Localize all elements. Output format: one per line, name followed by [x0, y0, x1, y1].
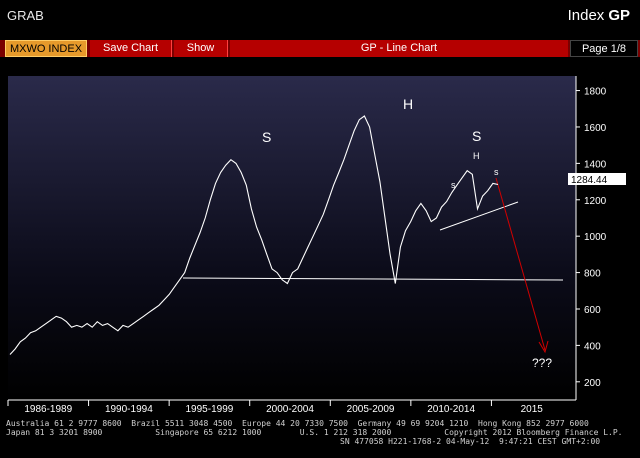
y-tick-label: 400	[584, 341, 601, 352]
plot-background	[8, 76, 576, 400]
x-period-label: 2010-2014	[427, 404, 475, 415]
y-tick-label: 1000	[584, 232, 607, 243]
toolbar: MXWO INDEX Save Chart Show GP - Line Cha…	[0, 40, 640, 57]
annotation-target: ???	[532, 356, 552, 370]
annotation-inner-head: H	[473, 151, 480, 161]
chart-area: 200 400 600 800 1000 1200 1400 1600 1800 1986-19…	[0, 62, 640, 418]
neckline	[182, 277, 564, 281]
y-tick-label: 200	[584, 378, 601, 389]
footer-phones-line: Australia 61 2 9777 8600 Brazil 5511 304…	[6, 419, 589, 428]
annotation-inner-left-shoulder: s	[451, 180, 456, 190]
y-tick-label: 600	[584, 305, 601, 316]
page-indicator[interactable]: Page 1/8	[570, 40, 638, 57]
x-period-label: 2015	[521, 404, 544, 415]
x-period-label: 1990-1994	[105, 404, 153, 415]
annotation-inner-right-shoulder: s	[494, 167, 499, 177]
x-period-label: 2005-2009	[347, 404, 395, 415]
x-period-label: 1986-1989	[24, 404, 72, 415]
y-tick-label: 1600	[584, 123, 607, 134]
y-tick-label: 1800	[584, 87, 607, 98]
x-period-label: 1995-1999	[186, 404, 234, 415]
security-type: Index	[567, 7, 605, 24]
annotation-head: H	[403, 96, 413, 112]
inner-neckline	[439, 201, 519, 231]
y-tick-label: 1200	[584, 196, 607, 207]
footer-session-line: SN 477058 H221-1768-2 04-May-12 9:47:21 …	[340, 437, 601, 446]
last-value-label: 1284.44	[571, 175, 608, 186]
function-code: GP	[608, 7, 630, 24]
last-value-badge: 1284.44	[568, 173, 626, 186]
y-tick-label: 1400	[584, 159, 607, 170]
grab-label: GRAB	[7, 8, 44, 23]
footer-copyright-line: Japan 81 3 3201 8900 Singapore 65 6212 1…	[6, 428, 623, 437]
y-tick-label: 800	[584, 269, 601, 280]
projection-arrow	[495, 177, 546, 351]
title-bar: GRAB Index GP	[0, 0, 640, 38]
annotation-right-shoulder: S	[472, 128, 481, 144]
footer: Australia 61 2 9777 8600 Brazil 5511 304…	[0, 418, 640, 458]
projection-arrowhead	[538, 340, 549, 354]
security-label: Index GP	[568, 7, 630, 24]
series-line	[9, 115, 499, 355]
ticker-field[interactable]: MXWO INDEX	[5, 40, 87, 57]
line-chart: 200 400 600 800 1000 1200 1400 1600 1800 1986-19…	[7, 76, 626, 415]
annotation-left-shoulder: S	[262, 129, 271, 145]
save-chart-button[interactable]: Save Chart	[90, 40, 172, 57]
chart-title: GP - Line Chart	[230, 40, 568, 57]
x-period-label: 2000-2004	[266, 404, 314, 415]
show-button[interactable]: Show	[174, 40, 228, 57]
